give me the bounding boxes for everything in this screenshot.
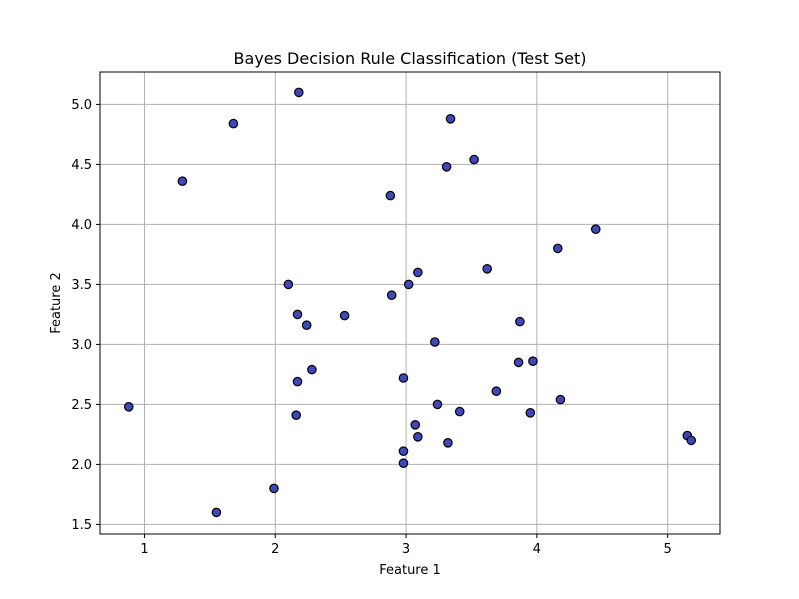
y-axis-label: Feature 2 [49,272,64,334]
x-axis-label: Feature 1 [379,563,441,578]
data-point [269,483,279,494]
data-point [443,437,453,448]
data-point [301,320,312,330]
data-point [228,118,239,129]
data-point [513,357,524,368]
data-point [413,431,423,442]
data-point [528,356,538,366]
y-tick-label: 4.5 [71,158,92,173]
data-point [491,386,502,396]
data-point [283,279,294,290]
axis-ticks: 1 2 3 4 5 1.5 2.0 2.5 3.0 3.5 4.0 4.5 5.0 [71,98,672,557]
y-tick-label: 5.0 [71,98,92,113]
data-point [292,376,303,387]
y-tick-label: 4.0 [71,218,92,233]
y-tick-label: 3.5 [71,278,92,293]
data-point [307,364,317,375]
data-point [441,162,452,172]
x-tick-label: 3 [402,542,410,557]
data-point [123,401,134,412]
data-point [515,316,525,327]
data-point [386,290,397,300]
data-point [291,410,302,420]
data-point [469,154,479,165]
data-point [686,435,697,446]
data-point [482,263,492,274]
data-point [398,446,409,456]
data-point [432,399,443,410]
data-points [123,87,697,518]
data-point [430,337,440,347]
x-tick-label: 1 [140,542,148,557]
x-tick-label: 5 [664,542,672,557]
grid [100,72,720,534]
data-point [294,87,304,98]
data-point [339,310,350,321]
x-tick-label: 2 [271,542,279,557]
data-point [385,190,396,201]
data-point [590,224,601,234]
data-point [553,243,563,254]
data-point [410,419,421,430]
plot-frame [99,71,721,535]
data-point [398,458,409,468]
y-tick-label: 2.5 [71,398,92,413]
y-tick-label: 3.0 [71,338,92,353]
data-point [403,279,414,290]
data-point [413,267,423,278]
data-point [292,309,303,320]
data-point [555,394,566,405]
chart-title: Bayes Decision Rule Classification (Test… [234,49,587,68]
data-point [177,176,188,186]
x-tick-label: 4 [533,542,541,557]
data-point [398,373,409,383]
y-tick-label: 1.5 [71,518,92,533]
data-point [445,114,456,124]
y-tick-label: 2.0 [71,458,92,473]
data-point [525,407,536,418]
data-point [211,507,222,518]
data-point [454,406,465,417]
